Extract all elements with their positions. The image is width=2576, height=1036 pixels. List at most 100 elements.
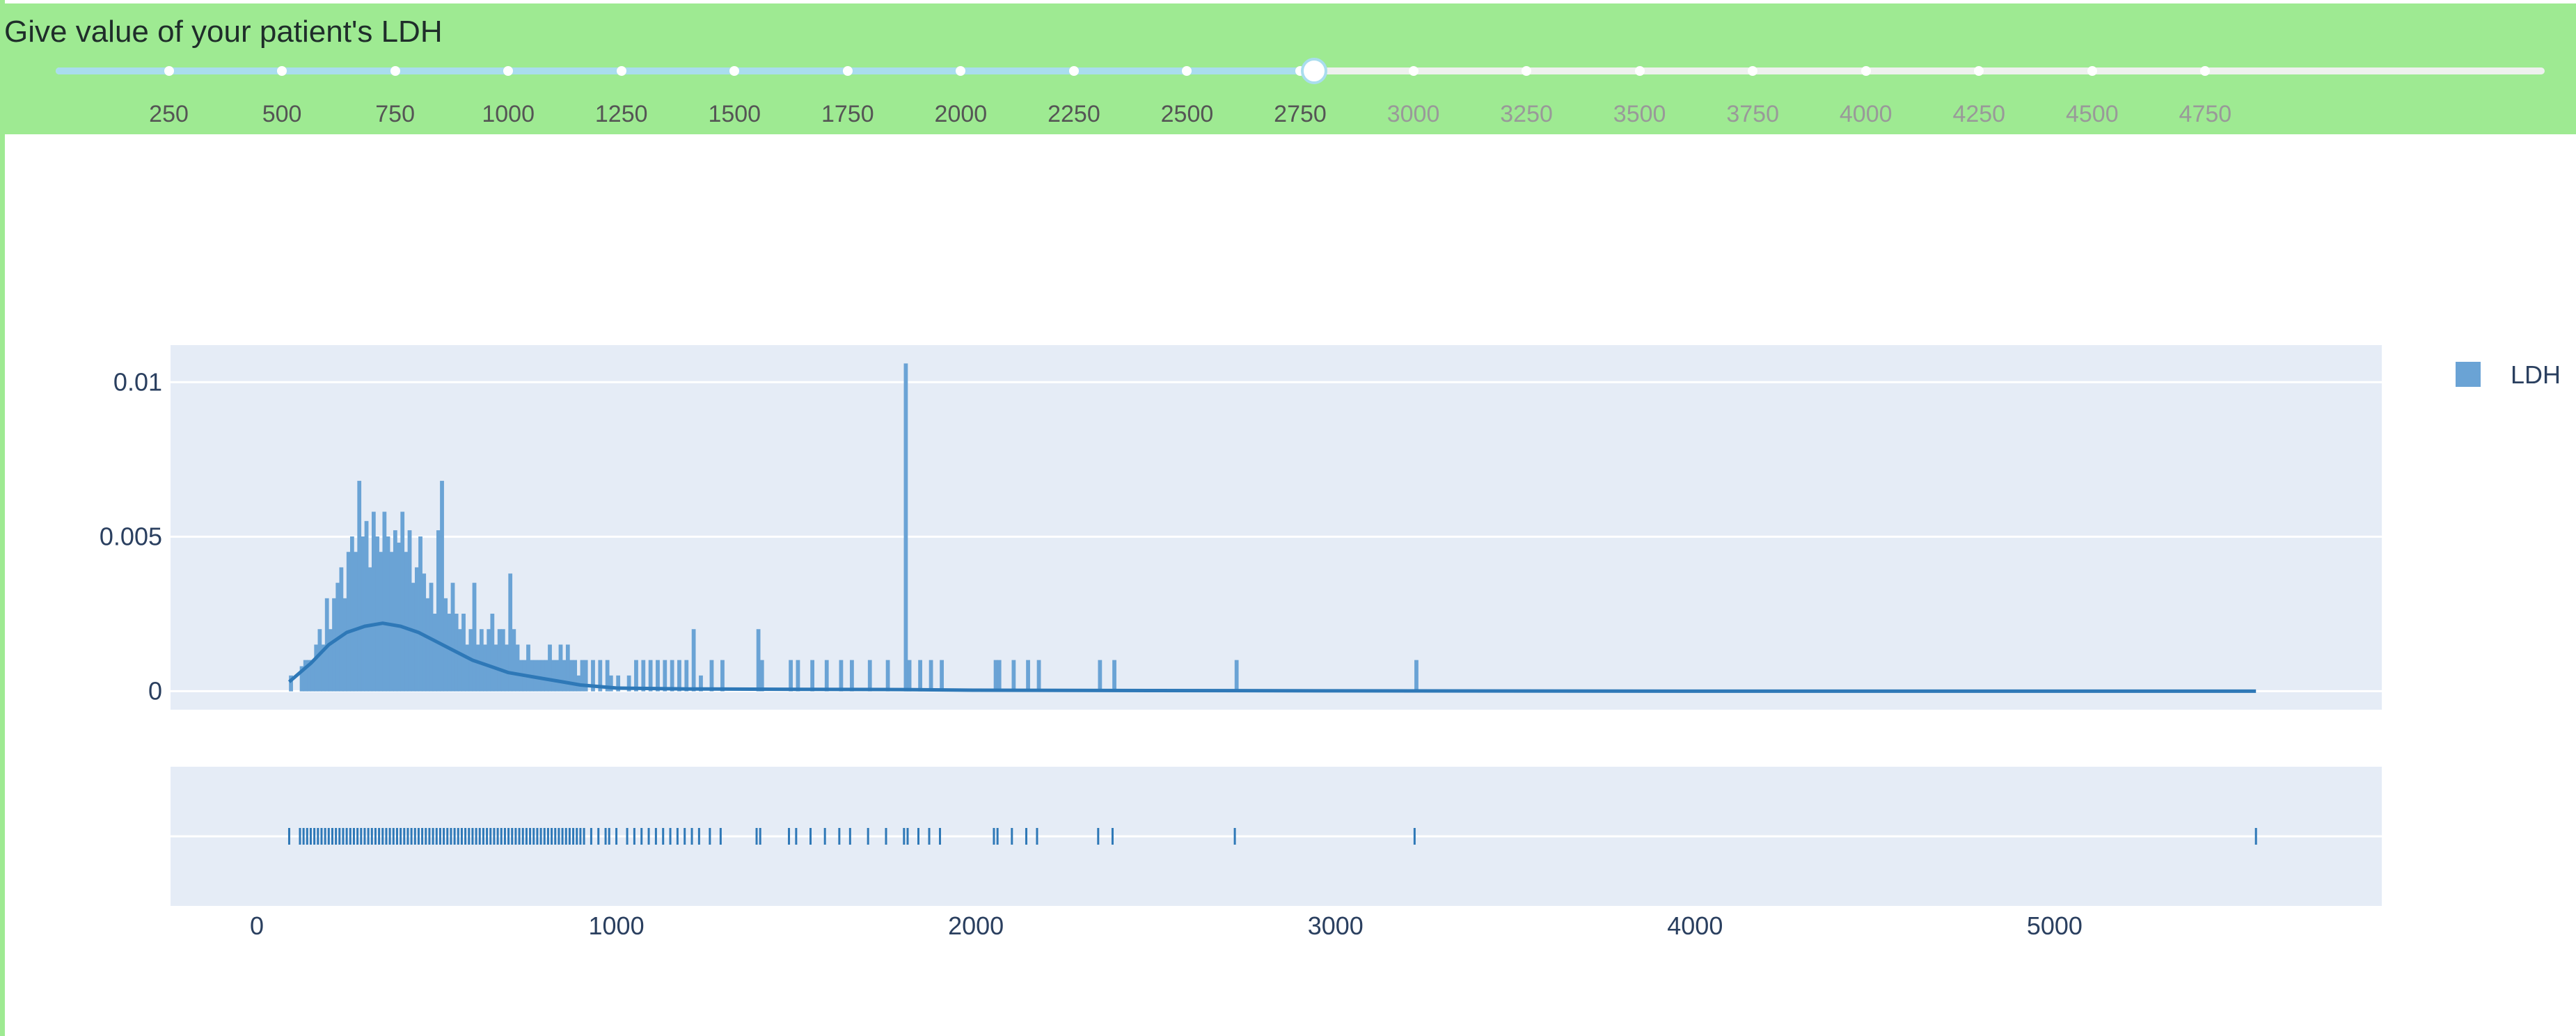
- histogram-bar: [483, 644, 487, 692]
- slider-title: Give value of your patient's LDH: [4, 15, 443, 49]
- histogram-bar: [354, 552, 358, 692]
- slider-tick-label[interactable]: 1250: [594, 101, 648, 127]
- histogram-bar: [540, 660, 545, 692]
- histogram-bar: [400, 511, 405, 692]
- slider-tick-mark[interactable]: [956, 66, 966, 76]
- slider-tick-mark[interactable]: [277, 66, 287, 76]
- slider-tick-mark[interactable]: [1860, 66, 1871, 76]
- histogram-bar: [411, 582, 416, 692]
- histogram-bar: [1011, 660, 1016, 692]
- y-tick-labels: 0 0.005 0.01: [100, 367, 162, 705]
- histogram-bar: [993, 660, 998, 692]
- histogram-bar: [548, 644, 552, 692]
- histogram-bar: [461, 614, 466, 692]
- y-tick-label: 0: [148, 676, 162, 705]
- histogram-bar: [440, 481, 444, 692]
- slider-tick-mark[interactable]: [2087, 66, 2097, 76]
- histogram-bar: [414, 567, 419, 692]
- slider-tick-label[interactable]: 4000: [1839, 101, 1893, 127]
- slider-tick-label[interactable]: 2750: [1274, 101, 1327, 127]
- histogram-bar: [389, 552, 394, 692]
- slider-tick-mark[interactable]: [1522, 66, 1532, 76]
- histogram-bar: [997, 660, 1002, 692]
- histogram-bar: [328, 629, 333, 692]
- histogram-bar: [1414, 660, 1419, 692]
- histogram-bar: [346, 552, 351, 692]
- histogram-bar: [656, 660, 660, 692]
- slider-tick-label[interactable]: 2000: [934, 101, 988, 127]
- histogram-bar: [867, 660, 872, 692]
- histogram-bar: [526, 644, 530, 692]
- histogram-bar: [314, 644, 319, 692]
- slider-tick-label[interactable]: 4750: [2179, 101, 2232, 127]
- slider-tick-mark[interactable]: [1748, 66, 1758, 76]
- histogram-bar: [479, 629, 484, 692]
- slider-tick-label[interactable]: 3500: [1613, 101, 1666, 127]
- histogram-bar: [940, 660, 944, 692]
- slider-tick-mark[interactable]: [842, 66, 853, 76]
- histogram-bar: [634, 660, 638, 692]
- histogram-bar: [789, 660, 793, 692]
- histogram-bar: [457, 629, 462, 692]
- histogram-bar: [475, 644, 480, 692]
- histogram-bar: [382, 511, 387, 692]
- density-curve: [287, 621, 2257, 693]
- histogram-bar: [839, 660, 844, 692]
- histogram-bar: [573, 660, 578, 692]
- histogram-bar: [670, 660, 674, 692]
- legend[interactable]: LDH: [2456, 360, 2561, 389]
- slider-tick-label[interactable]: 2250: [1048, 101, 1100, 127]
- page-left-border: [0, 0, 5, 1036]
- histogram-bar: [1234, 660, 1239, 692]
- histogram-bar: [1098, 660, 1103, 692]
- histogram-bar: [759, 660, 764, 692]
- histogram-bar: [907, 660, 912, 692]
- histogram-bar: [555, 660, 560, 692]
- histogram-bar: [364, 520, 369, 692]
- slider-tick-mark[interactable]: [2200, 66, 2211, 76]
- slider-tick-mark[interactable]: [390, 66, 400, 76]
- histogram-bar: [349, 536, 354, 692]
- slider-tick-label[interactable]: 1500: [708, 101, 761, 127]
- histogram-bar: [371, 511, 376, 692]
- histogram-bar: [368, 567, 372, 692]
- slider-tick-label[interactable]: 1000: [482, 101, 535, 127]
- legend-swatch[interactable]: [2456, 362, 2481, 387]
- histogram-bar: [1036, 660, 1041, 692]
- histogram-bar: [425, 598, 430, 692]
- histogram-bar: [465, 644, 470, 692]
- slider-tick-label[interactable]: 4500: [2065, 101, 2119, 127]
- slider-tick-label[interactable]: 3000: [1386, 101, 1440, 127]
- slider-tick-label[interactable]: 3250: [1500, 101, 1553, 127]
- slider-tick-label[interactable]: 750: [375, 101, 415, 127]
- histogram-bar: [289, 675, 293, 692]
- slider-tick-mark[interactable]: [503, 66, 514, 76]
- histogram-bar: [591, 660, 595, 692]
- histogram-bar: [551, 660, 556, 692]
- histogram-bar: [515, 644, 520, 692]
- histogram-bar: [796, 660, 800, 692]
- slider-tick-mark[interactable]: [729, 66, 740, 76]
- histogram-bar: [885, 660, 890, 692]
- histogram-bar: [404, 552, 409, 692]
- slider-tick-label[interactable]: 1750: [821, 101, 874, 127]
- slider-tick-mark[interactable]: [1408, 66, 1419, 76]
- slider-handle[interactable]: [1300, 58, 1327, 84]
- slider-tick-mark[interactable]: [1634, 66, 1645, 76]
- slider-track-active[interactable]: [56, 67, 1314, 74]
- slider-tick-label[interactable]: 4250: [1952, 101, 2006, 127]
- legend-label[interactable]: LDH: [2511, 360, 2561, 389]
- slider-tick-mark[interactable]: [164, 66, 174, 76]
- histogram-bar: [824, 660, 829, 692]
- slider-tick-mark[interactable]: [616, 66, 626, 76]
- slider-tick-label[interactable]: 500: [262, 101, 302, 127]
- histogram-bar: [583, 660, 588, 692]
- slider-tick-label[interactable]: 2500: [1160, 101, 1214, 127]
- histogram-bar: [598, 660, 603, 692]
- slider-tick-label[interactable]: 250: [149, 101, 189, 127]
- slider-tick-mark[interactable]: [1068, 66, 1079, 76]
- slider-tick-label[interactable]: 3750: [1726, 101, 1779, 127]
- slider-tick-mark[interactable]: [1182, 66, 1192, 76]
- slider-tick-mark[interactable]: [1974, 66, 1984, 76]
